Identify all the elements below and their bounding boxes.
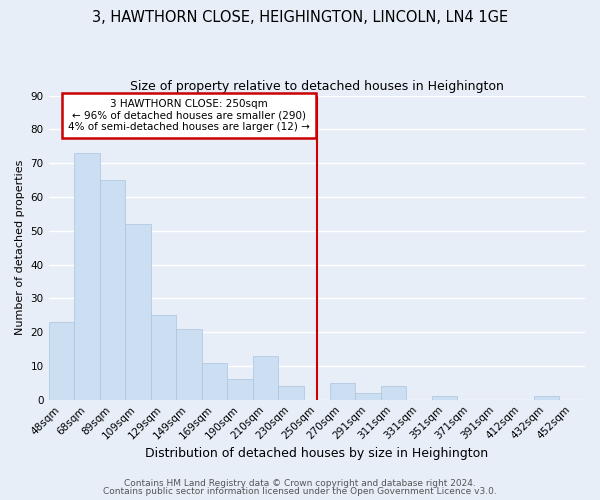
Bar [432,396,457,400]
Bar [202,362,227,400]
Bar [380,386,406,400]
Bar [100,180,125,400]
Y-axis label: Number of detached properties: Number of detached properties [15,160,25,336]
Text: 3, HAWTHORN CLOSE, HEIGHINGTON, LINCOLN, LN4 1GE: 3, HAWTHORN CLOSE, HEIGHINGTON, LINCOLN,… [92,10,508,25]
Bar [253,356,278,400]
Text: Contains HM Land Registry data © Crown copyright and database right 2024.: Contains HM Land Registry data © Crown c… [124,478,476,488]
Bar [151,315,176,400]
Bar [355,393,380,400]
Bar [74,153,100,400]
Title: Size of property relative to detached houses in Heighington: Size of property relative to detached ho… [130,80,504,93]
X-axis label: Distribution of detached houses by size in Heighington: Distribution of detached houses by size … [145,447,488,460]
Bar [125,224,151,400]
Bar [176,329,202,400]
Bar [278,386,304,400]
Bar [329,383,355,400]
Text: Contains public sector information licensed under the Open Government Licence v3: Contains public sector information licen… [103,487,497,496]
Bar [49,322,74,400]
Bar [227,380,253,400]
Bar [534,396,559,400]
Text: 3 HAWTHORN CLOSE: 250sqm
← 96% of detached houses are smaller (290)
4% of semi-d: 3 HAWTHORN CLOSE: 250sqm ← 96% of detach… [68,99,310,132]
